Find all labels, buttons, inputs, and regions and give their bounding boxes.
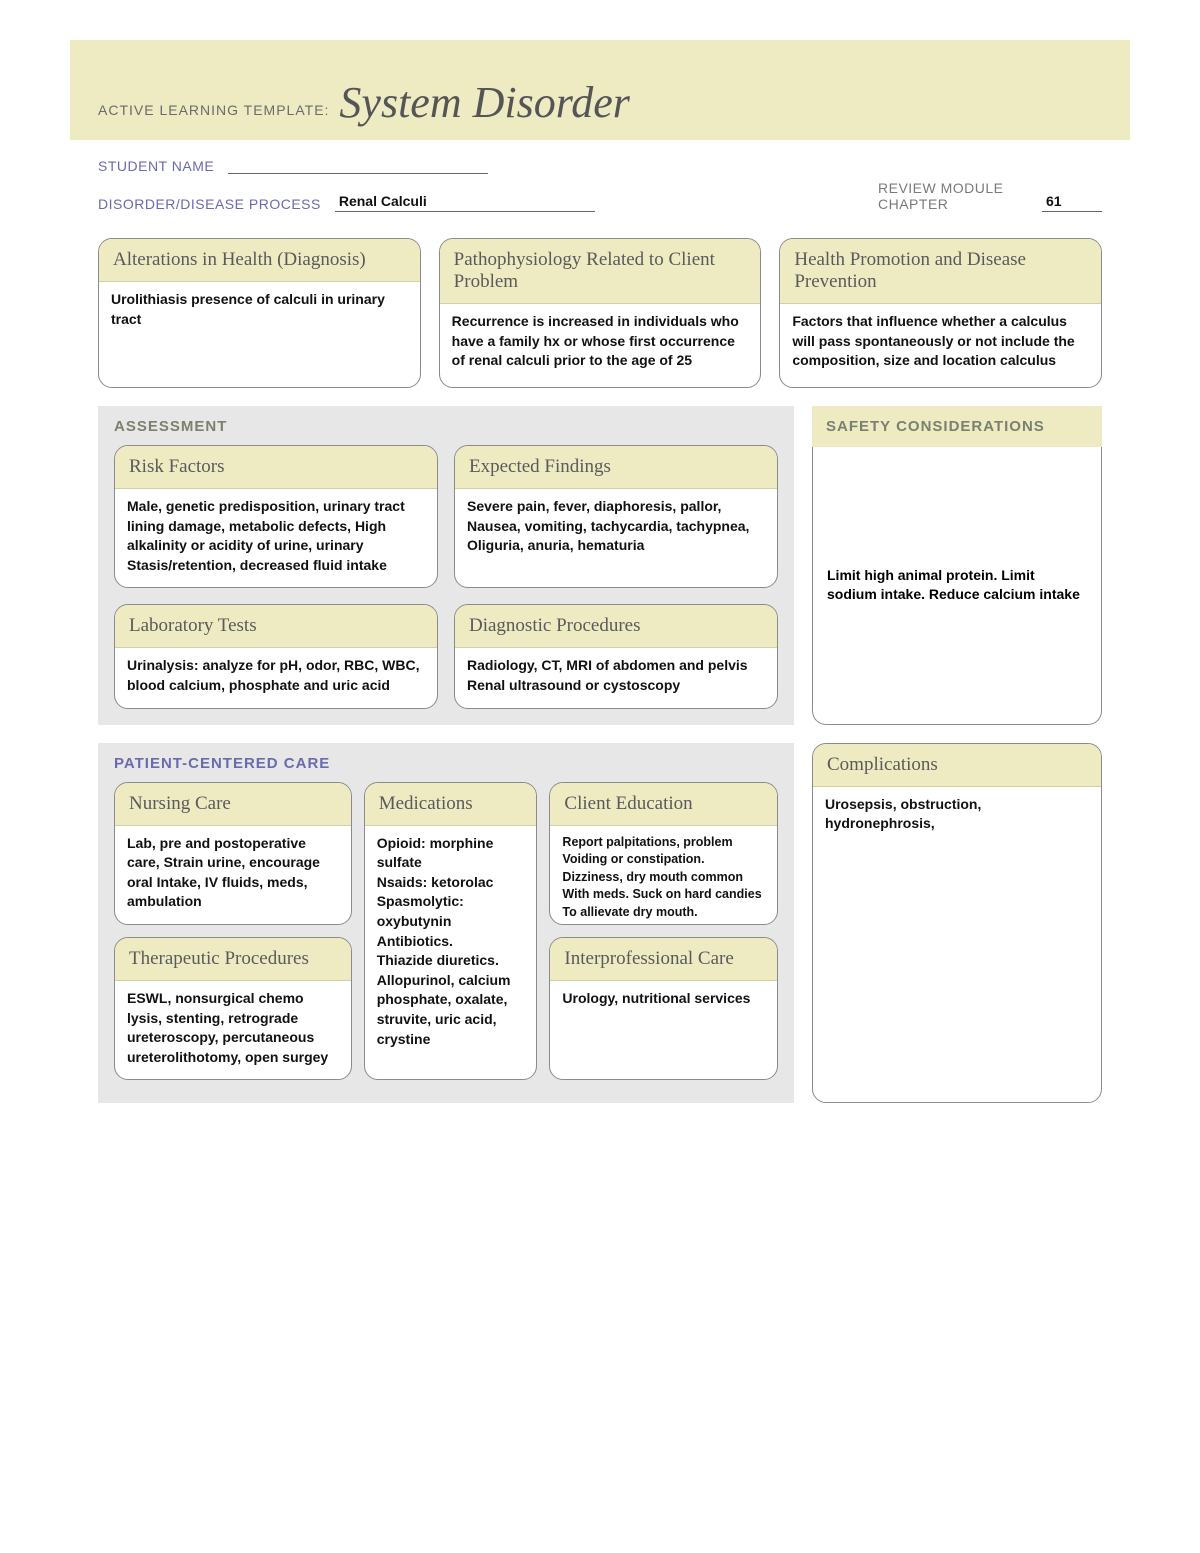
medications-body: Opioid: morphine sulfate Nsaids: ketorol… — [365, 826, 537, 1080]
interprofessional-care-body: Urology, nutritional services — [550, 981, 777, 1079]
risk-factors-title: Risk Factors — [115, 446, 437, 489]
review-module-value: 61 — [1042, 193, 1102, 212]
care-title: PATIENT-CENTERED CARE — [98, 743, 794, 782]
therapeutic-procedures-box: Therapeutic Procedures ESWL, nonsurgical… — [114, 937, 352, 1080]
expected-findings-title: Expected Findings — [455, 446, 777, 489]
assessment-section: ASSESSMENT Risk Factors Male, genetic pr… — [98, 406, 1102, 725]
health-promotion-body: Factors that influence whether a calculu… — [780, 304, 1101, 387]
diagnostic-procedures-body: Radiology, CT, MRI of abdomen and pelvis… — [455, 648, 777, 707]
nursing-care-box: Nursing Care Lab, pre and postoperative … — [114, 782, 352, 925]
disorder-label: DISORDER/DISEASE PROCESS — [98, 196, 321, 212]
nursing-care-title: Nursing Care — [115, 783, 351, 826]
complications-title: Complications — [813, 744, 1101, 787]
therapeutic-procedures-title: Therapeutic Procedures — [115, 938, 351, 981]
banner: ACTIVE LEARNING TEMPLATE: System Disorde… — [70, 40, 1130, 140]
safety-body: Limit high animal protein. Limit sodium … — [812, 447, 1102, 725]
diagnostic-procedures-title: Diagnostic Procedures — [455, 605, 777, 648]
diagnostic-procedures-box: Diagnostic Procedures Radiology, CT, MRI… — [454, 604, 778, 708]
top-row: Alterations in Health (Diagnosis) Urolit… — [70, 230, 1130, 388]
interprofessional-care-title: Interprofessional Care — [550, 938, 777, 981]
meta-block: STUDENT NAME DISORDER/DISEASE PROCESS Re… — [70, 140, 1130, 230]
alterations-body: Urolithiasis presence of calculi in urin… — [99, 282, 420, 387]
review-module-label: REVIEW MODULE CHAPTER — [878, 180, 1028, 212]
risk-factors-box: Risk Factors Male, genetic predispositio… — [114, 445, 438, 588]
banner-prefix: ACTIVE LEARNING TEMPLATE: — [98, 102, 329, 118]
care-panel: PATIENT-CENTERED CARE Nursing Care Lab, … — [98, 743, 794, 1103]
care-section: PATIENT-CENTERED CARE Nursing Care Lab, … — [98, 743, 1102, 1103]
safety-title: SAFETY CONSIDERATIONS — [812, 406, 1102, 447]
assessment-title: ASSESSMENT — [98, 406, 794, 445]
client-education-title: Client Education — [550, 783, 777, 826]
health-promotion-title: Health Promotion and Disease Prevention — [780, 239, 1101, 304]
banner-title: System Disorder — [339, 77, 629, 128]
expected-findings-box: Expected Findings Severe pain, fever, di… — [454, 445, 778, 588]
pathophysiology-box: Pathophysiology Related to Client Proble… — [439, 238, 762, 388]
template-page: ACTIVE LEARNING TEMPLATE: System Disorde… — [70, 40, 1130, 1103]
therapeutic-procedures-body: ESWL, nonsurgical chemo lysis, stenting,… — [115, 981, 351, 1079]
client-education-body: Report palpitations, problem Voiding or … — [550, 826, 777, 925]
risk-factors-body: Male, genetic predisposition, urinary tr… — [115, 489, 437, 587]
alterations-title: Alterations in Health (Diagnosis) — [99, 239, 420, 282]
alterations-box: Alterations in Health (Diagnosis) Urolit… — [98, 238, 421, 388]
medications-box: Medications Opioid: morphine sulfate Nsa… — [364, 782, 538, 1081]
lab-tests-body: Urinalysis: analyze for pH, odor, RBC, W… — [115, 648, 437, 707]
pathophysiology-title: Pathophysiology Related to Client Proble… — [440, 239, 761, 304]
lab-tests-title: Laboratory Tests — [115, 605, 437, 648]
student-name-value — [228, 171, 488, 174]
pathophysiology-body: Recurrence is increased in individuals w… — [440, 304, 761, 387]
safety-column: SAFETY CONSIDERATIONS Limit high animal … — [812, 406, 1102, 725]
lab-tests-box: Laboratory Tests Urinalysis: analyze for… — [114, 604, 438, 708]
disorder-value: Renal Calculi — [335, 193, 595, 212]
interprofessional-care-box: Interprofessional Care Urology, nutritio… — [549, 937, 778, 1080]
client-education-box: Client Education Report palpitations, pr… — [549, 782, 778, 925]
complications-box: Complications Urosepsis, obstruction, hy… — [812, 743, 1102, 1103]
expected-findings-body: Severe pain, fever, diaphoresis, pallor,… — [455, 489, 777, 587]
nursing-care-body: Lab, pre and postoperative care, Strain … — [115, 826, 351, 924]
assessment-panel: ASSESSMENT Risk Factors Male, genetic pr… — [98, 406, 794, 725]
complications-body: Urosepsis, obstruction, hydronephrosis, — [813, 787, 1101, 1102]
medications-title: Medications — [365, 783, 537, 826]
health-promotion-box: Health Promotion and Disease Prevention … — [779, 238, 1102, 388]
complications-column: Complications Urosepsis, obstruction, hy… — [812, 743, 1102, 1103]
student-name-label: STUDENT NAME — [98, 158, 214, 174]
